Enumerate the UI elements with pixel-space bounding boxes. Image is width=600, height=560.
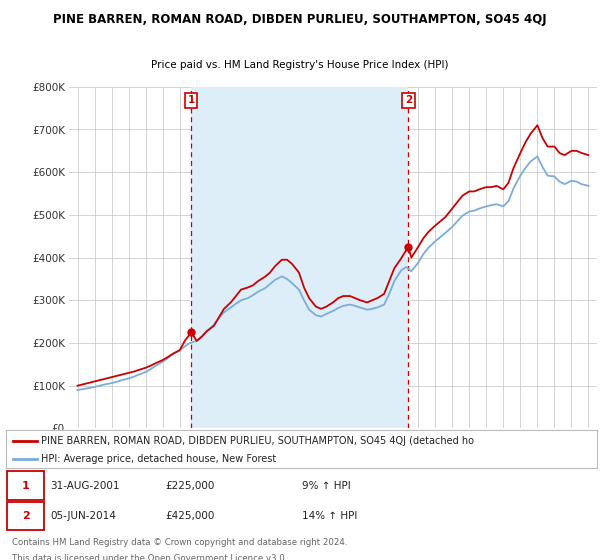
Text: 05-JUN-2014: 05-JUN-2014 <box>50 511 116 521</box>
Text: £225,000: £225,000 <box>166 480 215 491</box>
FancyBboxPatch shape <box>7 472 44 500</box>
Bar <box>191 87 408 428</box>
Text: 31-AUG-2001: 31-AUG-2001 <box>50 480 120 491</box>
Text: 1: 1 <box>22 480 29 491</box>
FancyBboxPatch shape <box>7 502 44 530</box>
Text: 14% ↑ HPI: 14% ↑ HPI <box>302 511 357 521</box>
Text: 9% ↑ HPI: 9% ↑ HPI <box>302 480 350 491</box>
Text: This data is licensed under the Open Government Licence v3.0.: This data is licensed under the Open Gov… <box>12 554 287 560</box>
Text: Contains HM Land Registry data © Crown copyright and database right 2024.: Contains HM Land Registry data © Crown c… <box>12 538 347 547</box>
Text: PINE BARREN, ROMAN ROAD, DIBDEN PURLIEU, SOUTHAMPTON, SO45 4QJ: PINE BARREN, ROMAN ROAD, DIBDEN PURLIEU,… <box>53 12 547 26</box>
Text: Price paid vs. HM Land Registry's House Price Index (HPI): Price paid vs. HM Land Registry's House … <box>151 60 449 70</box>
Text: 2: 2 <box>404 95 412 105</box>
Text: PINE BARREN, ROMAN ROAD, DIBDEN PURLIEU, SOUTHAMPTON, SO45 4QJ (detached ho: PINE BARREN, ROMAN ROAD, DIBDEN PURLIEU,… <box>41 436 475 446</box>
Text: 1: 1 <box>187 95 195 105</box>
Text: 2: 2 <box>22 511 29 521</box>
Text: HPI: Average price, detached house, New Forest: HPI: Average price, detached house, New … <box>41 454 277 464</box>
Text: £425,000: £425,000 <box>166 511 215 521</box>
